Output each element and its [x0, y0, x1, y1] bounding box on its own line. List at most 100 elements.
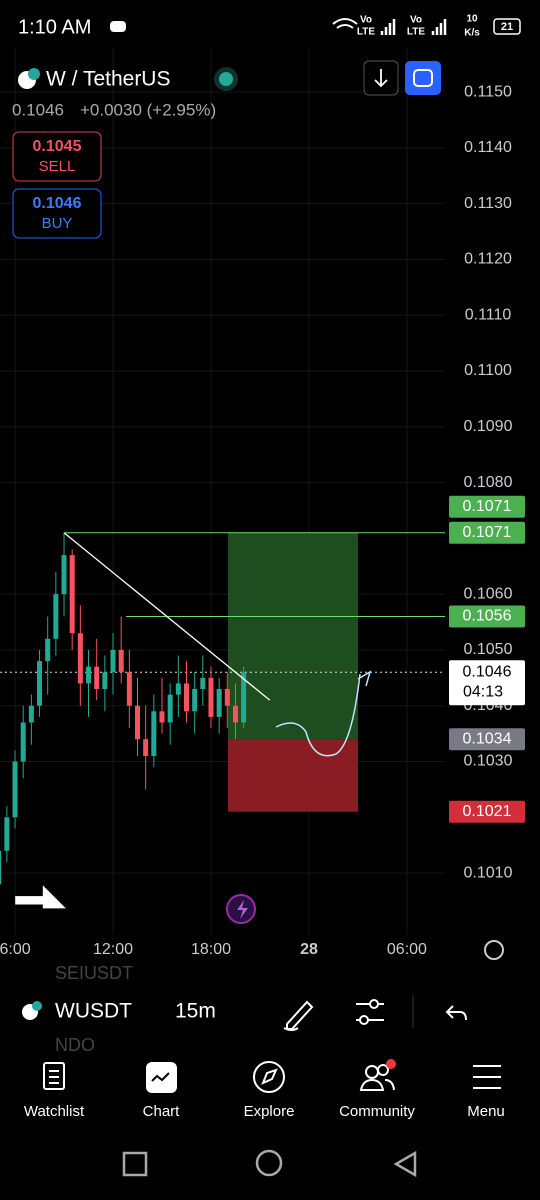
- x-tick-label: 12:00: [93, 941, 133, 958]
- candle-body: [241, 672, 247, 723]
- sell-label: SELL: [39, 158, 76, 175]
- candle-body: [159, 711, 165, 723]
- candle-body: [77, 633, 83, 684]
- sell-price: 0.1045: [33, 138, 82, 155]
- candle-body: [183, 683, 189, 712]
- toolbar-interval[interactable]: 15m: [175, 1000, 216, 1023]
- y-tick-label: 0.1120: [464, 251, 512, 268]
- candle-body: [12, 761, 18, 818]
- candle-body: [94, 666, 100, 689]
- y-tick-label: 0.1010: [464, 864, 513, 881]
- candle-body: [28, 705, 34, 723]
- home-button[interactable]: [255, 1149, 283, 1177]
- candle-body: [110, 649, 116, 673]
- projection-arrowhead: [357, 670, 372, 687]
- bottom-bg: [0, 1051, 540, 1200]
- price-label: 0.1034: [463, 730, 512, 747]
- price-label-bg: [449, 521, 525, 544]
- y-tick-label: 0.1090: [464, 418, 513, 435]
- buy-price: 0.1046: [33, 195, 82, 212]
- undo-button[interactable]: [445, 1005, 467, 1021]
- candle-body: [126, 672, 132, 706]
- ghost-symbol: SEIUSDT: [55, 963, 133, 983]
- x-tick-label: 18:00: [191, 941, 231, 958]
- candle-body: [208, 677, 214, 717]
- draw-tool[interactable]: [283, 1000, 314, 1031]
- download-icon: [374, 69, 388, 88]
- price-label-bg: [449, 605, 525, 628]
- coin-badge: [32, 1001, 42, 1011]
- x-tick-label: 06:00: [387, 941, 427, 958]
- candle-body: [192, 688, 198, 712]
- trendline: [63, 532, 271, 701]
- sim-label: LTE: [357, 27, 375, 38]
- sim-label: LTE: [407, 27, 425, 38]
- speed-unit: K/s: [464, 28, 480, 39]
- speed: 10: [466, 14, 478, 25]
- candle-body: [143, 739, 149, 756]
- price-change: +0.0030 (+2.95%): [80, 100, 216, 119]
- y-tick-label: 0.1050: [464, 641, 513, 658]
- candle-body: [102, 672, 108, 689]
- projection-curve: [275, 673, 361, 757]
- candle-body: [151, 711, 157, 756]
- signal-icon: [380, 19, 396, 35]
- y-tick-label: 0.1060: [464, 585, 513, 602]
- y-tick-label: 0.1030: [464, 753, 513, 770]
- candle-body: [53, 594, 59, 639]
- last-price: 0.1046: [12, 100, 64, 119]
- y-tick-label: 0.1100: [464, 362, 512, 379]
- candle-body: [216, 688, 222, 717]
- settings-icon[interactable]: [484, 940, 504, 960]
- battery-icon: [493, 18, 521, 35]
- candle-body: [224, 688, 230, 706]
- nav-label[interactable]: Watchlist: [24, 1103, 85, 1120]
- nav-label[interactable]: Menu: [467, 1103, 505, 1120]
- symbol-title[interactable]: W / TetherUS: [46, 68, 170, 91]
- candle-body: [175, 683, 181, 695]
- fullscreen-icon: [413, 69, 433, 87]
- candle-body: [167, 694, 173, 723]
- price-label-bg: [449, 800, 525, 823]
- y-tick-label: 0.1110: [465, 306, 512, 323]
- nav-label[interactable]: Chart: [143, 1103, 181, 1120]
- candle-body: [86, 666, 92, 684]
- price-label: 0.1021: [463, 803, 512, 820]
- recents-button[interactable]: [122, 1151, 148, 1177]
- candle-body: [232, 705, 238, 723]
- clock: 1:10 AM: [18, 16, 91, 38]
- nav-icons: [43, 1061, 501, 1093]
- flash-icon: [237, 900, 248, 919]
- y-tick-label: 0.1130: [464, 195, 512, 212]
- stop-zone: [228, 739, 358, 812]
- sell-button[interactable]: [12, 131, 102, 182]
- price-label-bg: [449, 728, 525, 751]
- target-zone: [228, 532, 358, 740]
- market-status-dot: [219, 72, 233, 86]
- nav-label[interactable]: Explore: [244, 1103, 295, 1120]
- price-label: 0.1056: [463, 608, 512, 625]
- coin-badge: [28, 68, 40, 80]
- candle-body: [118, 649, 124, 673]
- candle-body: [0, 850, 2, 885]
- current-price-bg: [449, 660, 525, 706]
- toolbar-symbol[interactable]: WUSDT: [55, 1000, 132, 1023]
- candle-body: [200, 677, 206, 689]
- signal-icon: [431, 19, 447, 35]
- toolbar: [0, 985, 540, 1049]
- buy-button[interactable]: [12, 188, 102, 239]
- sim-label: Vo: [360, 15, 372, 26]
- price-label-bg: [449, 495, 525, 518]
- slider-knob: [359, 1015, 369, 1025]
- y-tick-label: 0.1150: [464, 83, 512, 100]
- candle-body: [61, 555, 67, 595]
- slider-knob: [369, 999, 379, 1009]
- candle-body: [37, 661, 43, 706]
- y-tick-label: 0.1080: [464, 474, 513, 491]
- nav-label[interactable]: Community: [339, 1103, 415, 1120]
- sim-label: Vo: [410, 15, 422, 26]
- back-button[interactable]: [393, 1150, 417, 1178]
- fullscreen-button[interactable]: [405, 61, 441, 95]
